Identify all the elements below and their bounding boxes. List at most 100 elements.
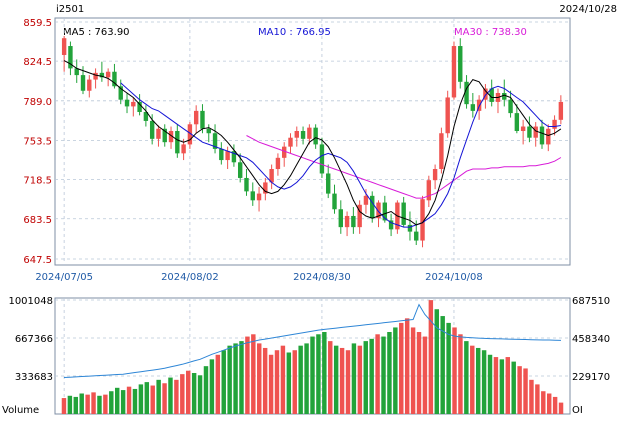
candle-body [414, 231, 419, 241]
candle-body [520, 126, 526, 131]
volume-bar [268, 354, 274, 414]
volume-bar [233, 343, 238, 414]
candle-body [294, 130, 299, 138]
volume-bar [114, 387, 120, 414]
oi-line [63, 303, 562, 378]
oi-tick-label: 687510 [572, 296, 610, 307]
volume-bar [440, 316, 445, 414]
candle-body [483, 88, 488, 100]
volume-tick-label: 667366 [15, 334, 53, 345]
candle-body [445, 97, 450, 134]
candle-body [382, 202, 388, 221]
price-tick-label: 789.0 [23, 97, 52, 108]
volume-bar [381, 336, 386, 414]
candle-body [105, 71, 111, 78]
volume-bar [103, 394, 108, 414]
candle-body [451, 46, 457, 98]
volume-bar [186, 370, 191, 414]
volume-bar [470, 345, 475, 414]
x-tick-label: 2024/08/30 [293, 272, 351, 283]
volume-bar [298, 345, 303, 414]
volume-bar [67, 395, 73, 414]
volume-bar [227, 345, 232, 414]
candle-body [344, 215, 350, 228]
volume-bar [493, 357, 499, 414]
candle-body [401, 202, 406, 225]
volume-bar [120, 390, 126, 414]
candle-body [376, 202, 381, 219]
volume-bar [126, 386, 132, 414]
candle-body [187, 124, 193, 145]
candle-body [118, 86, 123, 100]
candle-body [533, 126, 538, 138]
candle-body [426, 180, 432, 201]
volume-bar [180, 374, 185, 414]
candle-body [87, 79, 92, 91]
candle-body [275, 157, 281, 170]
candle-body [269, 169, 274, 183]
volume-bar [197, 375, 203, 414]
volume-bar [404, 318, 410, 414]
volume-bar [481, 350, 487, 414]
volume-bar [156, 379, 161, 414]
candle-body [351, 215, 356, 228]
candle-body [74, 68, 79, 76]
volume-bar [316, 334, 321, 414]
volume-bar [262, 347, 268, 414]
volume-bar [91, 392, 96, 414]
ma30-legend: MA30 : 738.30 [454, 27, 527, 38]
volume-bar [363, 341, 368, 414]
ma5-legend: MA5 : 763.90 [63, 27, 130, 38]
candle-body [80, 75, 86, 91]
candle-body [68, 46, 73, 69]
volume-bar [357, 345, 363, 414]
volume-bar [322, 332, 327, 414]
candle-body [237, 162, 243, 178]
price-tick-label: 718.5 [23, 176, 52, 187]
volume-bar [446, 322, 451, 414]
candle-body [539, 126, 545, 145]
volume-bar [535, 384, 540, 414]
volume-bar [416, 332, 422, 414]
candle-body [61, 38, 67, 55]
ma30-line [246, 135, 562, 199]
candle-body [143, 111, 149, 121]
volume-bar [505, 357, 511, 414]
volume-bar [191, 373, 197, 414]
volume-bar [215, 354, 221, 414]
volume-bar [339, 347, 345, 414]
candle-body [99, 72, 105, 78]
candle-body [476, 99, 482, 111]
candle-body [407, 224, 413, 232]
volume-bar [328, 341, 333, 414]
volume-bar [97, 395, 102, 414]
volume-bar [150, 385, 155, 414]
volume-bar [333, 345, 339, 414]
volume-bar [132, 388, 138, 414]
volume-bar [61, 398, 67, 414]
volume-bar [251, 334, 256, 414]
volume-bar [399, 322, 404, 414]
candle-body [558, 101, 564, 120]
volume-bar [209, 359, 215, 414]
volume-bar [387, 332, 392, 414]
candle-body [162, 128, 167, 143]
volume-bar [558, 402, 564, 414]
volume-bar [239, 341, 244, 414]
symbol-label: i2501 [56, 4, 84, 15]
candle-body [212, 133, 218, 149]
candle-body [552, 119, 557, 129]
candle-body [231, 151, 237, 163]
volume-bar [541, 391, 546, 414]
volume-bar [203, 366, 209, 414]
volume-bar [168, 377, 173, 414]
oi-axis-title: OI [572, 405, 583, 416]
price-panel-frame [54, 17, 571, 266]
volume-bar [162, 383, 167, 414]
volume-bar [452, 327, 457, 414]
candle-body [508, 99, 513, 114]
candle-body [263, 182, 268, 194]
candle-body [225, 151, 230, 161]
candle-body [338, 209, 343, 228]
